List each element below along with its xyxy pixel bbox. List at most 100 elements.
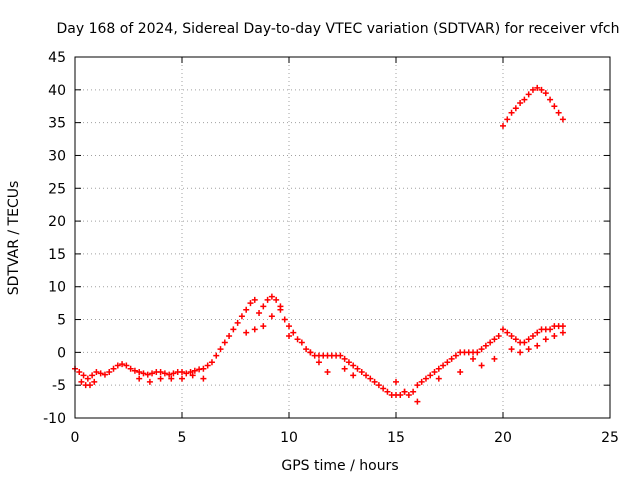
data-point xyxy=(452,352,459,359)
data-point xyxy=(86,382,93,389)
data-point xyxy=(89,372,96,379)
data-point xyxy=(179,375,185,382)
data-point xyxy=(375,382,382,389)
data-point xyxy=(345,359,352,366)
data-point xyxy=(371,378,378,385)
data-point xyxy=(183,370,190,377)
data-point xyxy=(529,86,536,93)
data-point xyxy=(273,296,280,303)
data-point xyxy=(277,306,284,313)
data-point xyxy=(525,91,532,98)
data-point xyxy=(78,378,85,385)
data-point xyxy=(534,342,541,349)
data-point xyxy=(93,369,100,376)
data-point xyxy=(260,323,267,330)
data-point xyxy=(521,339,528,346)
data-point xyxy=(127,365,134,372)
data-point xyxy=(405,392,412,399)
plot-area-frame xyxy=(74,56,611,419)
data-point xyxy=(166,371,173,378)
y-tick-label: 35 xyxy=(48,116,66,132)
data-point xyxy=(213,352,220,359)
data-point xyxy=(123,362,130,369)
data-point xyxy=(435,365,442,372)
x-tick-label: 5 xyxy=(178,430,187,446)
data-point xyxy=(559,323,566,330)
data-point xyxy=(538,86,545,93)
data-point xyxy=(542,336,549,343)
data-point xyxy=(478,346,485,353)
data-point xyxy=(91,378,98,385)
data-point xyxy=(140,370,147,377)
y-tick-label: 45 xyxy=(48,50,66,66)
data-point xyxy=(500,122,506,129)
data-point xyxy=(500,326,506,333)
y-axis-label: SDTVAR / TECUs xyxy=(6,181,22,296)
data-point xyxy=(341,355,348,362)
data-point xyxy=(324,369,331,376)
data-point xyxy=(422,375,429,382)
data-point xyxy=(525,336,532,343)
data-point xyxy=(358,369,365,376)
data-point xyxy=(427,372,434,379)
data-point xyxy=(136,369,143,376)
x-tick-label: 10 xyxy=(280,430,298,446)
data-point xyxy=(251,326,258,333)
data-point xyxy=(414,398,421,405)
data-point xyxy=(101,371,108,378)
data-point xyxy=(294,336,301,343)
data-point xyxy=(478,362,485,369)
data-point xyxy=(521,96,528,103)
data-point xyxy=(534,329,541,336)
y-tick-label: -5 xyxy=(52,378,66,394)
data-point xyxy=(80,372,87,379)
data-point xyxy=(161,370,168,377)
data-point xyxy=(491,336,498,343)
data-point xyxy=(146,378,153,385)
data-point xyxy=(474,349,481,356)
y-tick-label: -10 xyxy=(43,411,66,427)
data-point xyxy=(179,369,185,376)
data-point xyxy=(525,346,532,353)
data-point xyxy=(247,300,254,307)
data-point xyxy=(542,90,549,97)
data-point xyxy=(131,367,138,374)
data-point xyxy=(315,359,322,366)
data-point xyxy=(84,375,91,382)
x-tick-label: 0 xyxy=(71,430,80,446)
data-point xyxy=(354,365,361,372)
data-point xyxy=(268,313,275,320)
data-point xyxy=(298,339,305,346)
x-tick-label: 20 xyxy=(494,430,512,446)
data-point xyxy=(504,116,511,123)
y-tick-label: 40 xyxy=(48,83,66,99)
data-point xyxy=(286,323,292,330)
data-point xyxy=(217,346,224,353)
data-point xyxy=(256,309,263,316)
data-point xyxy=(106,369,113,376)
data-point xyxy=(482,342,489,349)
data-point xyxy=(367,375,374,382)
data-point xyxy=(517,99,524,106)
data-point xyxy=(495,332,502,339)
data-point xyxy=(234,319,241,326)
data-point xyxy=(200,375,207,382)
data-point xyxy=(512,105,519,112)
data-point xyxy=(559,329,566,336)
data-point xyxy=(559,116,566,123)
data-point xyxy=(251,296,258,303)
data-point xyxy=(435,375,442,382)
data-point xyxy=(221,339,228,346)
data-point xyxy=(157,375,164,382)
data-point xyxy=(286,332,292,339)
data-point xyxy=(444,359,451,366)
data-point xyxy=(114,362,121,369)
data-points xyxy=(72,84,566,405)
y-tick-label: 10 xyxy=(48,280,66,296)
data-point xyxy=(170,370,177,377)
y-tick-label: 5 xyxy=(57,313,66,329)
data-point xyxy=(157,369,164,376)
data-point xyxy=(260,303,267,310)
data-point xyxy=(431,369,438,376)
